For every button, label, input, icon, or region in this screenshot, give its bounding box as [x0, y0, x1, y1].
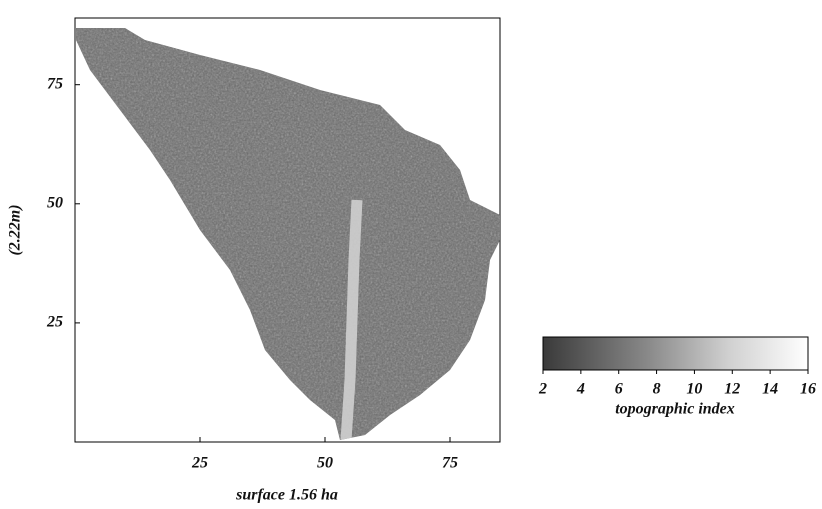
- colorbar-label: topographic index: [615, 401, 735, 418]
- y-tick-label: 75: [47, 75, 63, 92]
- colorbar-tick-label: 16: [800, 381, 816, 398]
- colorbar-tick-label: 10: [686, 381, 702, 398]
- colorbar-tick-label: 2: [538, 381, 547, 398]
- x-tick-label: 50: [317, 455, 333, 472]
- x-tick-label: 75: [442, 455, 458, 472]
- y-axis-label: (2.22m): [7, 204, 24, 255]
- x-tick-label: 25: [191, 455, 208, 472]
- colorbar-tick-label: 12: [724, 381, 740, 398]
- colorbar: [542, 336, 809, 371]
- colorbar-tick-label: 14: [762, 381, 778, 398]
- y-tick-label: 50: [47, 194, 63, 211]
- y-tick-label: 25: [46, 314, 63, 331]
- x-axis-label: surface 1.56 ha: [235, 487, 338, 504]
- colorbar-tick-label: 4: [576, 381, 585, 398]
- colorbar-tick-label: 8: [653, 381, 661, 398]
- colorbar-tick-label: 6: [615, 381, 623, 398]
- raster-map: [76, 28, 500, 440]
